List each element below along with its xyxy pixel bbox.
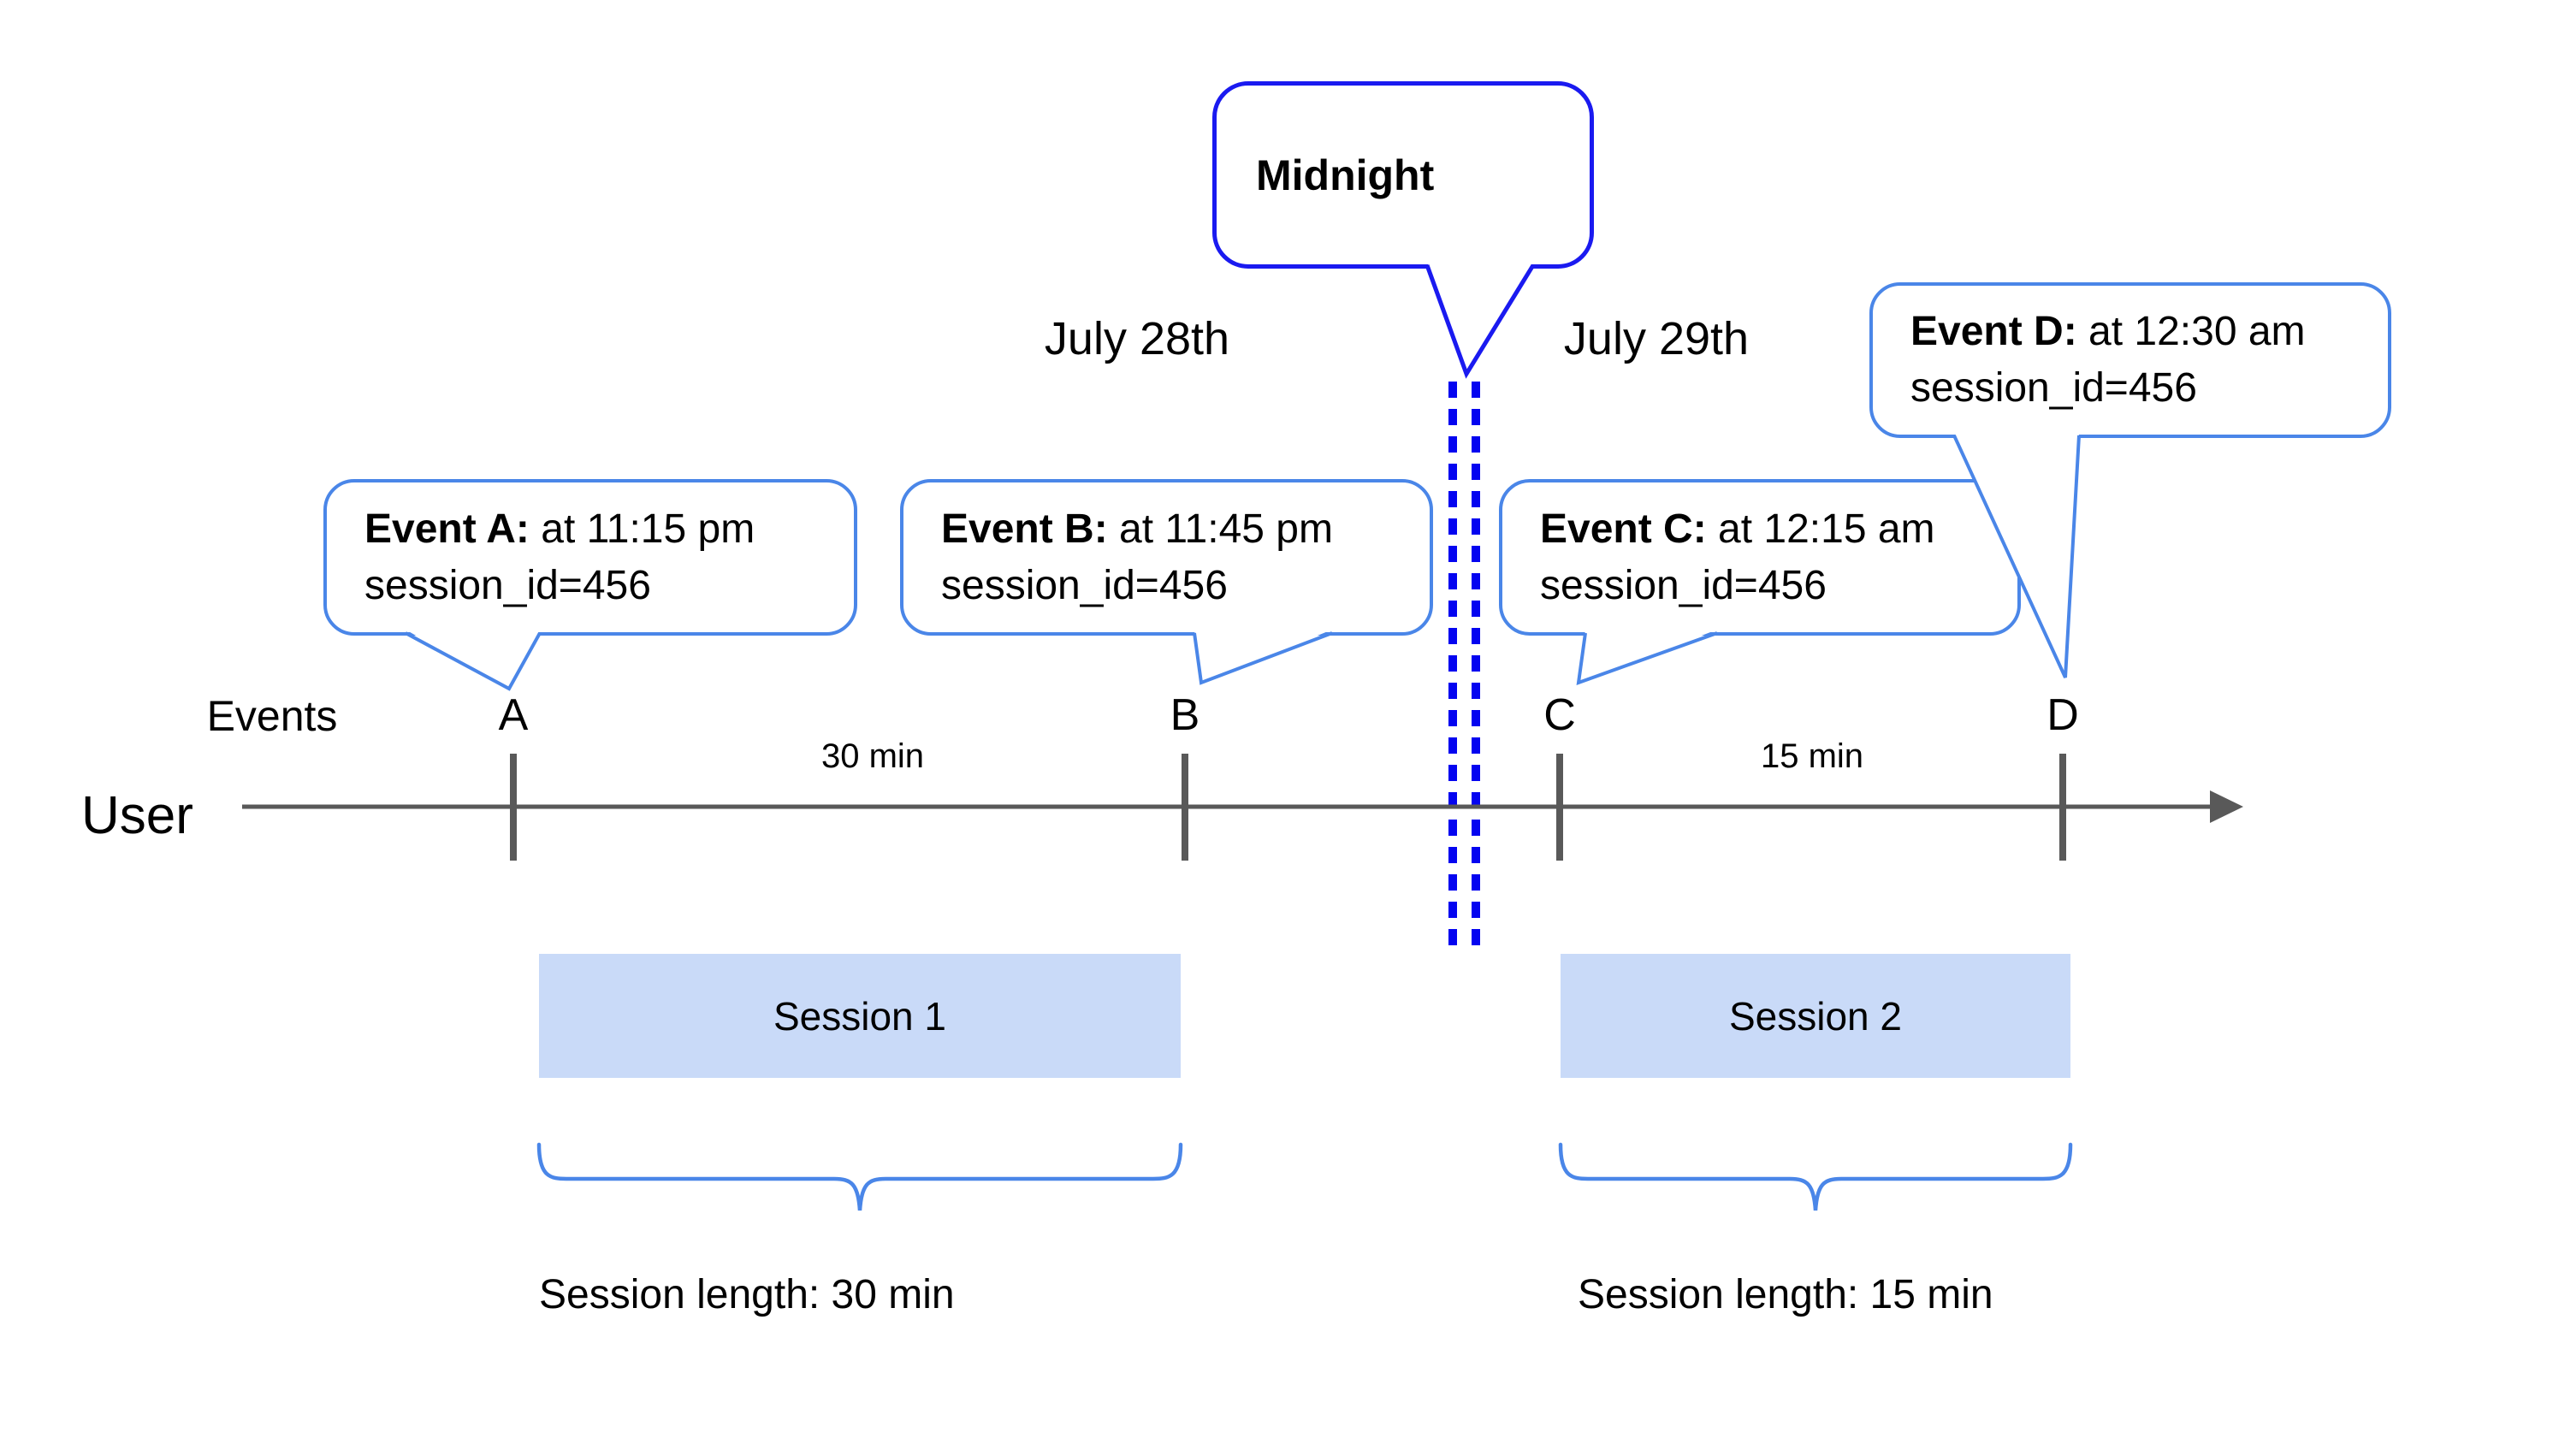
session-2-bar: Session 2 [1561, 954, 2070, 1078]
event-a-title: Event A: [364, 506, 530, 552]
events-axis-label: Events [206, 692, 338, 740]
event-a-time: at 11:15 pm [529, 506, 755, 552]
gap-label-30min: 30 min [820, 737, 925, 775]
event-b-time: at 11:45 pm [1107, 506, 1333, 552]
date-label-july-28: July 28th [1044, 313, 1230, 364]
midnight-callout-text: Midnight [1256, 151, 1435, 199]
event-c-line1: Event C: at 12:15 am [1540, 501, 2017, 558]
session-1-label: Session 1 [773, 993, 946, 1039]
event-b-session-id: session_id=456 [941, 562, 1228, 608]
tick-label-a: A [498, 690, 529, 740]
event-a-callout: Event A: at 11:15 pm session_id=456 [323, 479, 857, 636]
event-d-callout: Event D: at 12:30 am session_id=456 [1869, 282, 2391, 438]
event-a-tail-fill [406, 630, 540, 689]
timeline-arrowhead-icon [2210, 790, 2243, 823]
event-c-callout: Event C: at 12:15 am session_id=456 [1499, 479, 2021, 636]
user-axis-label: User [81, 786, 193, 845]
tick-label-c: C [1543, 690, 1576, 740]
session-2-length-label: Session length: 15 min [1578, 1272, 1993, 1317]
event-c-tail [1576, 631, 1718, 685]
midnight-callout: Midnight [1212, 81, 1594, 269]
event-c-title: Event C: [1540, 506, 1707, 552]
event-d-line1: Event D: at 12:30 am [1910, 304, 2388, 360]
midnight-callout-tail [1425, 263, 1536, 379]
tick-label-d: D [2047, 690, 2079, 740]
event-c-tail-fill [1579, 630, 1717, 683]
event-b-tail-fill [1194, 630, 1332, 683]
event-b-line1: Event B: at 11:45 pm [941, 501, 1430, 558]
event-a-line1: Event A: at 11:15 pm [364, 501, 854, 558]
session-1-bar: Session 1 [539, 954, 1181, 1078]
session-1-brace [536, 1142, 1183, 1211]
event-d-title: Event D: [1910, 309, 2077, 354]
event-c-session-id: session_id=456 [1540, 562, 1827, 608]
session-2-label: Session 2 [1728, 993, 1902, 1039]
session-2-brace [1558, 1142, 2073, 1211]
event-b-tail [1193, 631, 1333, 685]
event-b-callout: Event B: at 11:45 pm session_id=456 [900, 479, 1433, 636]
event-c-time: at 12:15 am [1706, 506, 1935, 552]
event-a-tail [405, 631, 542, 691]
midnight-callout-tail-fill [1427, 262, 1533, 374]
gap-label-15min: 15 min [1760, 737, 1864, 775]
session-1-length-label: Session length: 30 min [539, 1272, 955, 1317]
event-b-title: Event B: [941, 506, 1108, 552]
event-d-time: at 12:30 am [2076, 309, 2306, 354]
event-d-session-id: session_id=456 [1910, 365, 2197, 411]
tick-label-b: B [1170, 690, 1200, 740]
date-label-july-29: July 29th [1563, 313, 1750, 364]
event-a-session-id: session_id=456 [364, 562, 651, 608]
